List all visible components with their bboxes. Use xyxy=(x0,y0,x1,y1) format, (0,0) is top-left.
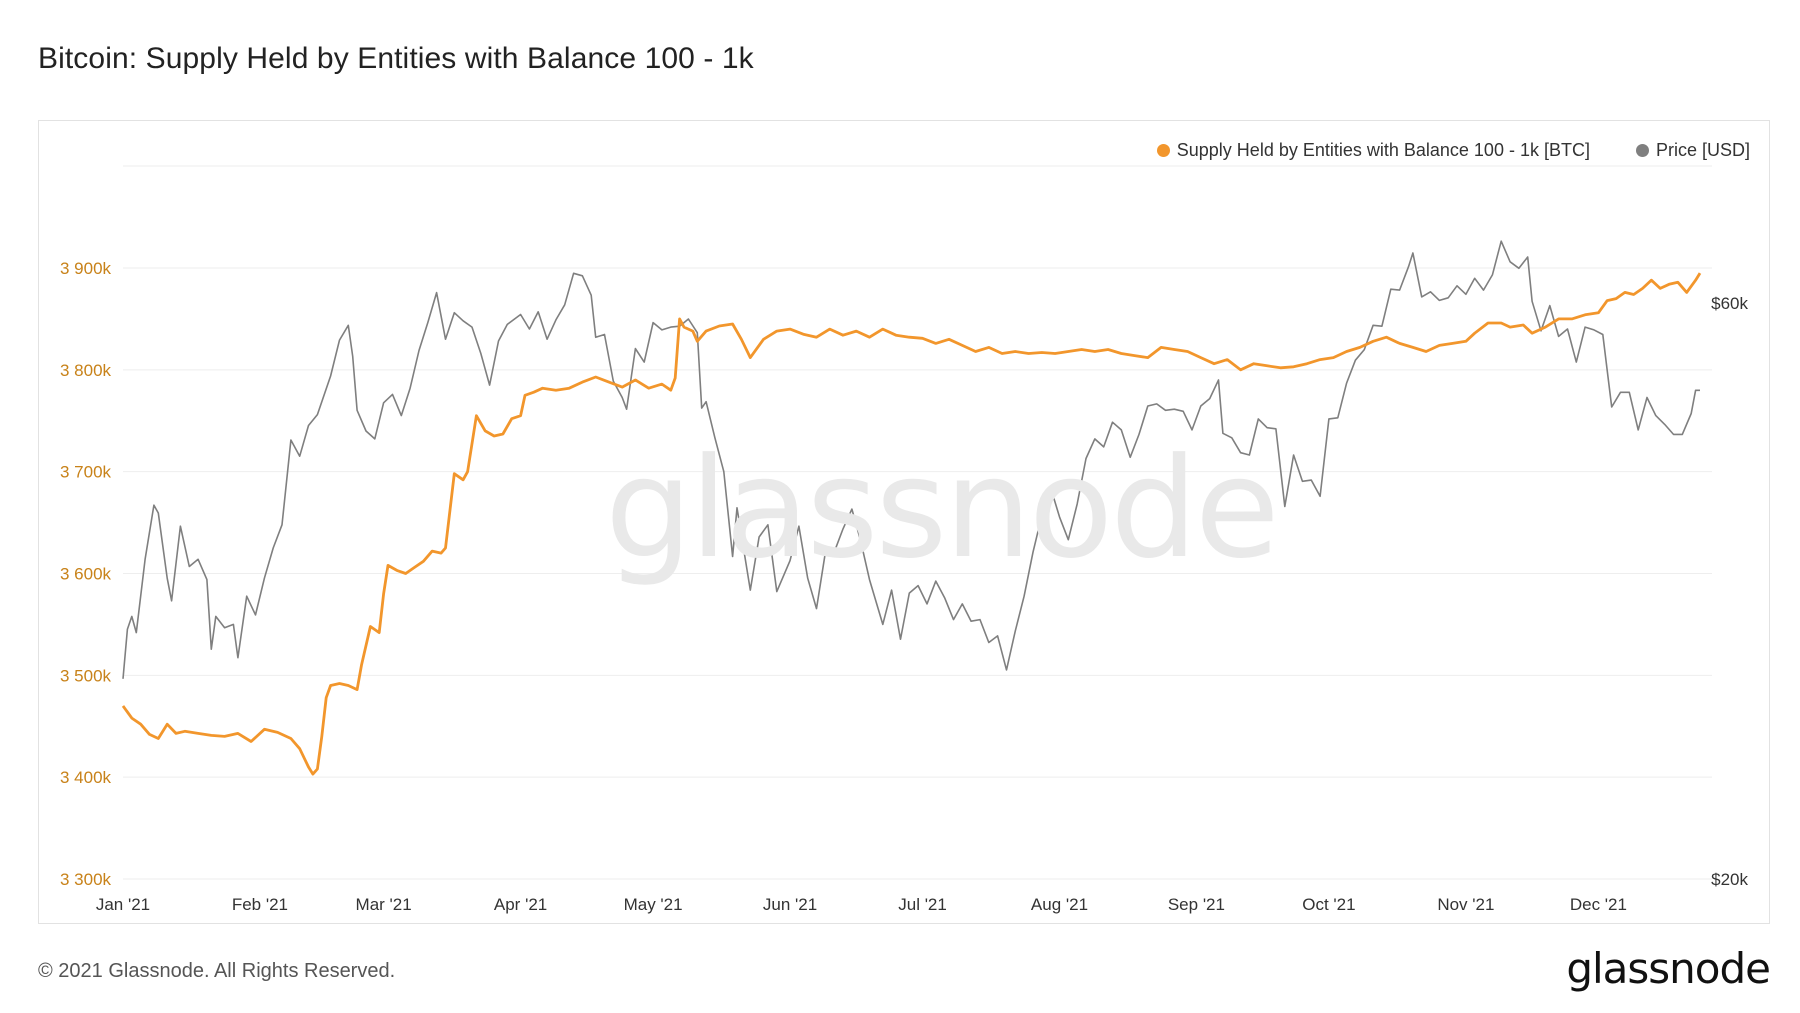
right-tick-label: $20k xyxy=(1711,870,1748,889)
left-tick-label: 3 600k xyxy=(60,565,112,584)
left-tick-label: 3 900k xyxy=(60,259,112,278)
x-tick-label: Jan '21 xyxy=(96,895,150,914)
x-tick-label: Feb '21 xyxy=(232,895,288,914)
grid-lines xyxy=(123,165,1712,880)
left-tick-label: 3 400k xyxy=(60,768,112,787)
x-tick-label: Mar '21 xyxy=(356,895,412,914)
legend-dot-supply xyxy=(1156,144,1170,157)
left-tick-label: 3 800k xyxy=(60,361,112,380)
right-axis-ticks: $20k $60k xyxy=(1711,294,1748,889)
x-tick-label: Jun '21 xyxy=(763,895,817,914)
footer-copyright: © 2021 Glassnode. All Rights Reserved. xyxy=(38,960,396,982)
legend-label-price: Price [USD] xyxy=(1655,140,1750,160)
right-tick-label: $60k xyxy=(1711,294,1748,313)
x-tick-label: Aug '21 xyxy=(1031,895,1088,914)
x-tick-label: Jul '21 xyxy=(898,895,947,914)
x-tick-label: Sep '21 xyxy=(1168,895,1225,914)
left-tick-label: 3 700k xyxy=(60,463,112,482)
x-tick-label: May '21 xyxy=(624,895,683,914)
price-line xyxy=(122,240,1700,679)
glassnode-logo[interactable]: glassnode xyxy=(1566,944,1771,993)
x-axis-ticks: Jan '21 Feb '21 Mar '21 Apr '21 May '21 Jun '… xyxy=(96,895,1627,914)
watermark: glassnode xyxy=(605,428,1280,589)
legend-item-price[interactable]: Price [USD] xyxy=(1635,140,1750,161)
x-tick-label: Oct '21 xyxy=(1302,895,1355,914)
legend-label-supply: Supply Held by Entities with Balance 100… xyxy=(1176,140,1590,160)
supply-line xyxy=(121,272,1702,776)
left-axis-ticks: 3 300k 3 400k 3 500k 3 600k 3 700k 3 800k 3 90… xyxy=(60,259,112,889)
x-tick-label: Apr '21 xyxy=(494,895,547,914)
left-tick-label: 3 500k xyxy=(60,666,112,685)
series-lines xyxy=(121,240,1702,776)
left-tick-label: 3 300k xyxy=(60,870,112,889)
legend-dot-price xyxy=(1635,144,1649,157)
x-tick-label: Dec '21 xyxy=(1570,895,1627,914)
legend: Supply Held by Entities with Balance 100… xyxy=(1156,140,1750,161)
x-tick-label: Nov '21 xyxy=(1437,895,1494,914)
legend-item-supply[interactable]: Supply Held by Entities with Balance 100… xyxy=(1156,140,1590,161)
chart-title: Bitcoin: Supply Held by Entities with Ba… xyxy=(38,42,754,75)
chart-frame xyxy=(38,120,1770,924)
